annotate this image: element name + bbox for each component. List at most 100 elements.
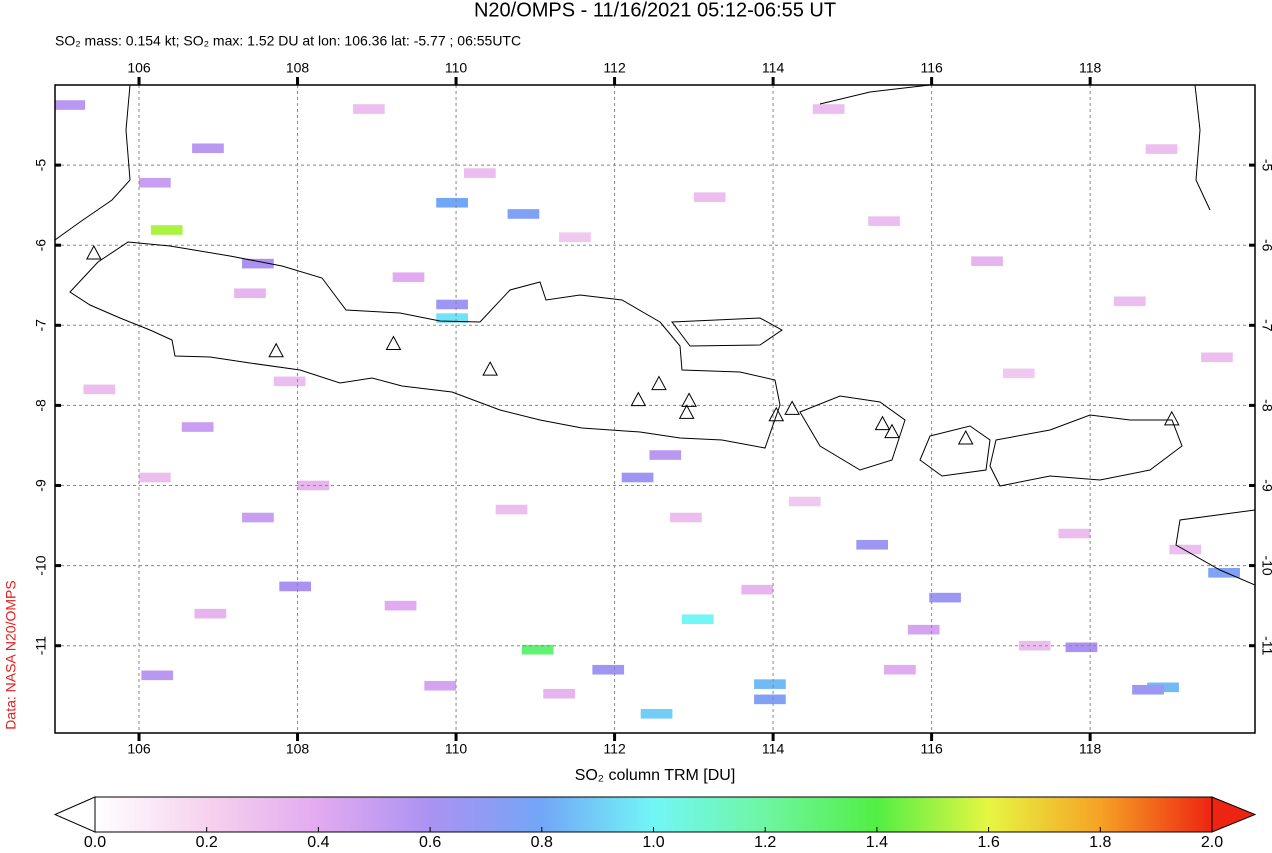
x-tick-label: 112	[603, 60, 626, 76]
so2-cell	[392, 272, 425, 283]
volcano	[385, 335, 402, 351]
volcano	[630, 391, 647, 407]
volcano	[1163, 410, 1180, 426]
so2-cell	[788, 496, 821, 507]
so2-cell	[1058, 528, 1091, 539]
so2-cell	[1113, 296, 1146, 307]
colorbar-tick-label: 1.8	[1089, 834, 1111, 851]
colorbar-tick-label: 0.6	[419, 834, 441, 851]
x-tick-label: 108	[286, 741, 310, 757]
colorbar-tick-label: 2.0	[1201, 834, 1223, 851]
so2-cell	[693, 192, 726, 202]
grid: 106 106 108 108 110 110 112 112 114 114 116 116 118 1…	[33, 60, 1272, 757]
so2-cell	[192, 143, 224, 154]
volcano	[482, 361, 498, 376]
volcano	[884, 423, 900, 439]
so2-cell	[1145, 144, 1178, 154]
so2-cell	[273, 376, 306, 387]
so2-cell	[83, 384, 116, 395]
colorbar-tick-label: 1.4	[866, 834, 888, 851]
lombok-coast	[919, 425, 991, 477]
y-tick-label: -9	[33, 479, 49, 492]
colorbar-tick-label: 0.4	[307, 834, 329, 851]
volcano	[86, 244, 102, 260]
volcano	[874, 415, 891, 431]
colorbar-tick-label: 0.2	[196, 834, 218, 851]
so2-cell	[436, 313, 468, 323]
so2-cell	[242, 512, 274, 523]
colorbar-arrow-low	[53, 796, 96, 833]
so2-cell	[150, 225, 183, 235]
colorbar-tick-label: 0.8	[531, 834, 553, 851]
volcano	[681, 392, 697, 407]
so2-cell	[436, 197, 468, 208]
y-tick-label: -6	[1259, 239, 1272, 252]
x-tick-label: 118	[1079, 60, 1102, 76]
so2-cell	[640, 708, 673, 719]
so2-cell	[242, 258, 274, 269]
so2-cell	[754, 679, 786, 689]
so2-cell	[1169, 544, 1202, 555]
volcano	[768, 406, 785, 422]
so2-cells	[55, 100, 1240, 719]
colorbar-tick-label: 0.0	[84, 834, 106, 851]
so2-cell	[463, 168, 496, 178]
so2-cell	[741, 584, 774, 595]
volcano	[268, 342, 284, 358]
sumatra-coast	[55, 85, 131, 241]
so2-cell	[1065, 642, 1098, 653]
so2-cell	[139, 177, 171, 188]
so2-cell	[139, 472, 171, 483]
y-tick-label: -11	[33, 636, 49, 655]
so2-cell	[279, 581, 312, 592]
credit: Data: NASA N20/OMPS	[3, 580, 19, 729]
map-frame	[54, 84, 1256, 734]
so2-cell	[812, 104, 845, 114]
colorbar-tick-label: 1.2	[754, 834, 776, 851]
volcano	[784, 400, 800, 415]
so2-cell	[495, 504, 528, 515]
y-tick-label: -10	[1259, 555, 1272, 575]
borneo-coast	[819, 85, 931, 105]
so2-cell	[194, 608, 227, 619]
so2-cell	[1201, 352, 1233, 363]
so2-cell	[141, 670, 174, 681]
java-coast	[69, 241, 781, 449]
volcano	[678, 404, 695, 419]
so2-cell	[436, 299, 468, 310]
so2-cell	[384, 600, 417, 611]
so2-cell	[884, 664, 916, 675]
x-tick-label: 114	[762, 60, 785, 76]
subtitle: SO₂ mass: 0.154 kt; SO₂ max: 1.52 DU at …	[55, 33, 521, 49]
colorbar-arrow-high	[1211, 796, 1257, 833]
so2-cell	[754, 694, 786, 705]
colorbar-gradient	[94, 796, 1213, 833]
x-tick-label: 108	[286, 60, 310, 76]
y-tick-label: -7	[1259, 319, 1272, 332]
sumbawa-coast	[989, 414, 1183, 487]
so2-cell	[670, 512, 702, 523]
so2-cell	[681, 614, 714, 625]
so2-cell	[507, 209, 540, 219]
colorbar: 0.0 0.2 0.4 0.6 0.8 1.0 1.2 1.4 1.6 1.8 2.0	[53, 796, 1257, 851]
x-tick-label: 112	[603, 741, 626, 757]
sumba-coast	[1175, 509, 1255, 586]
x-tick-label: 110	[445, 741, 468, 757]
so2-cell	[521, 644, 554, 655]
x-tick-label: 116	[920, 741, 943, 757]
so2-cell	[592, 664, 625, 675]
so2-cell	[971, 256, 1003, 267]
so2-cell	[543, 688, 575, 699]
volcano	[651, 375, 667, 391]
so2-cell	[559, 232, 591, 242]
x-tick-label: 116	[920, 60, 943, 76]
so2-cell	[649, 450, 682, 460]
so2-cell	[234, 288, 266, 299]
so2-cell	[1208, 567, 1240, 578]
x-tick-label: 110	[445, 60, 468, 76]
title: N20/OMPS - 11/16/2021 05:12-06:55 UT	[474, 0, 836, 21]
volcanoes	[86, 244, 1180, 445]
x-tick-label: 114	[762, 741, 785, 757]
so2-cell	[353, 104, 385, 114]
